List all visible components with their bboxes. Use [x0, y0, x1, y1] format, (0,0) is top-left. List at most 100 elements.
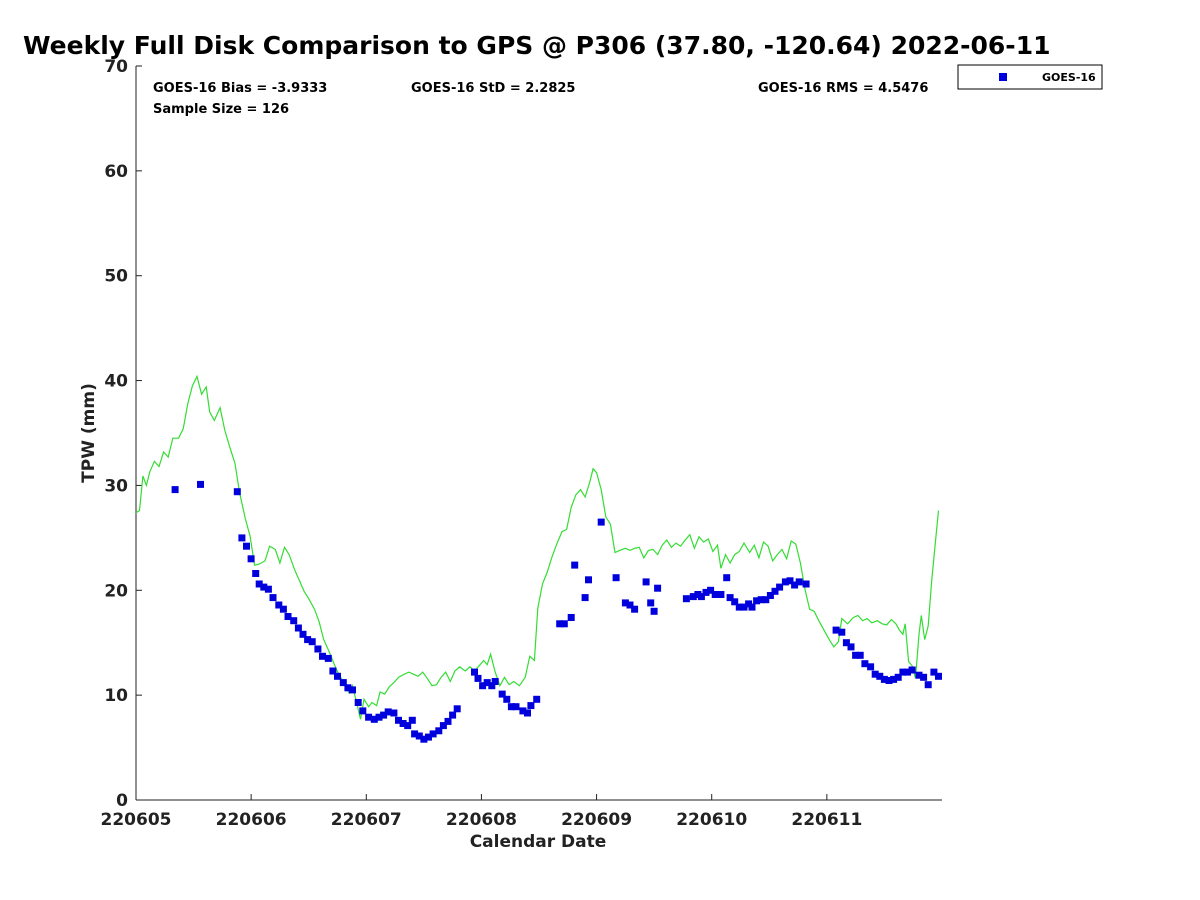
x-tick-label: 220608	[446, 810, 517, 830]
gps-series-line	[135, 374, 940, 720]
goes16-point	[260, 583, 268, 591]
goes16-point	[408, 716, 416, 724]
goes16-point	[197, 480, 204, 488]
legend: GOES-16	[957, 64, 1103, 90]
goes16-point	[781, 578, 789, 586]
goes16-point	[682, 595, 690, 603]
goes16-point	[449, 711, 457, 719]
chart-title: Weekly Full Disk Comparison to GPS @ P30…	[23, 31, 1050, 60]
goes16-point	[339, 679, 347, 687]
goes16-point	[284, 613, 292, 620]
goes16-point	[512, 703, 520, 711]
goes16-point	[365, 713, 373, 721]
goes16-point	[395, 716, 402, 724]
y-tick-label: 0	[116, 791, 128, 811]
goes16-point	[498, 690, 506, 698]
goes16-point	[786, 577, 794, 585]
goes16-point	[711, 591, 719, 598]
goes16-point	[275, 601, 283, 609]
goes16-point	[876, 672, 884, 680]
goes16-point	[748, 603, 756, 611]
goes16-point	[444, 717, 452, 725]
goes16-point	[581, 594, 589, 602]
goes16-point	[269, 594, 277, 602]
goes16-point	[740, 603, 748, 611]
goes16-point	[233, 488, 241, 496]
legend-box	[957, 64, 1103, 90]
goes16-point	[299, 630, 307, 638]
goes16-point	[556, 620, 564, 628]
goes16-point	[757, 596, 765, 604]
goes16-point	[247, 555, 255, 563]
goes16-point	[479, 682, 487, 690]
goes16-point	[930, 668, 938, 676]
goes16-point	[585, 576, 592, 584]
goes16-point	[380, 711, 388, 719]
goes16-point	[766, 592, 774, 599]
goes16-point	[885, 677, 893, 684]
goes16-point	[735, 603, 743, 611]
goes16-point	[375, 713, 383, 721]
goes16-point	[567, 614, 575, 621]
goes16-point	[726, 594, 734, 602]
goes16-point	[324, 654, 332, 662]
goes16-point	[908, 666, 916, 674]
goes16-point	[935, 672, 942, 680]
goes16-point	[435, 727, 443, 735]
y-axis-label: TPW (mm)	[79, 383, 99, 483]
goes16-point	[612, 574, 620, 582]
stat-rms: GOES-16 RMS = 4.5476	[758, 81, 928, 96]
goes16-point	[329, 667, 337, 675]
stat-std: GOES-16 StD = 2.2825	[411, 81, 575, 96]
goes16-point	[349, 686, 356, 694]
goes16-point	[243, 542, 250, 550]
y-tick-label: 40	[104, 372, 128, 392]
goes16-point	[370, 715, 378, 723]
goes16-point	[871, 670, 879, 678]
goes16-point	[795, 578, 803, 586]
goes16-point	[308, 638, 316, 646]
goes16-point	[753, 597, 761, 605]
goes16-point	[650, 607, 658, 615]
goes16-point	[404, 722, 412, 730]
goes16-point	[890, 675, 898, 683]
goes16-point	[621, 599, 629, 607]
goes16-point	[920, 673, 928, 681]
y-tick-label: 70	[104, 57, 128, 77]
stat-bias: GOES-16 Bias = -3.9333	[153, 81, 327, 96]
x-tick-label: 220609	[561, 810, 632, 830]
goes16-point	[334, 672, 341, 680]
goes16-point	[238, 534, 246, 542]
goes16-point	[415, 732, 423, 740]
y-tick-label: 50	[104, 267, 128, 287]
goes16-point	[856, 651, 864, 659]
goes16-point	[304, 636, 312, 644]
goes16-point	[560, 620, 568, 628]
goes16-point	[867, 663, 875, 671]
goes16-point	[471, 668, 478, 676]
goes16-point	[453, 705, 461, 713]
goes16-point	[425, 733, 432, 741]
goes16-point	[294, 624, 302, 632]
goes16-point	[654, 584, 662, 592]
goes16-point	[838, 628, 846, 636]
goes16-point	[802, 580, 810, 588]
goes16-point	[411, 730, 419, 738]
goes16-point	[776, 583, 784, 591]
goes16-point	[771, 587, 779, 595]
goes16-point	[474, 674, 482, 682]
goes16-point	[626, 601, 634, 609]
goes16-point	[762, 596, 770, 604]
goes16-point	[702, 588, 710, 596]
goes16-point	[924, 681, 932, 689]
goes16-point	[880, 675, 888, 683]
legend-marker-square	[999, 73, 1007, 81]
goes16-point	[861, 660, 869, 668]
goes16-point	[344, 684, 352, 692]
goes16-point	[503, 695, 511, 703]
goes16-point	[290, 617, 298, 625]
y-tick-label: 60	[104, 162, 128, 182]
goes16-point	[314, 645, 322, 653]
goes16-point	[420, 735, 428, 743]
